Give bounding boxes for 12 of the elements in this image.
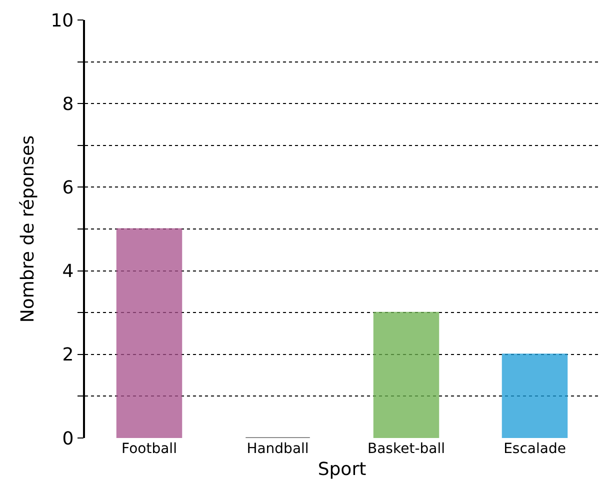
- y-tick-label: 2: [62, 344, 74, 366]
- x-axis-title: Sport: [318, 459, 366, 480]
- x-tick-label: Basket-ball: [368, 441, 445, 457]
- x-tick-label: Football: [122, 441, 177, 457]
- x-tick-label: Escalade: [504, 441, 566, 457]
- y-axis-title: Nombre de réponses: [17, 135, 38, 323]
- y-tick-label: 8: [62, 94, 74, 115]
- x-tick-label: Handball: [246, 441, 309, 457]
- y-tick-label: 6: [62, 178, 74, 198]
- y-tick-label: 10: [50, 10, 74, 32]
- y-tick-label: 0: [62, 428, 74, 450]
- y-tick-label: 4: [62, 261, 74, 282]
